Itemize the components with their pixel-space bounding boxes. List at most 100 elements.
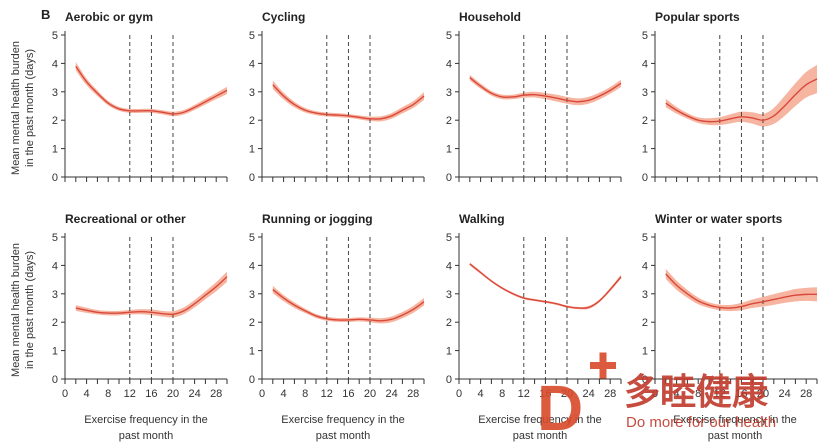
panel-title: Popular sports	[655, 10, 740, 24]
series-line	[272, 288, 425, 322]
x-tick-label: 8	[302, 388, 308, 400]
y-tick-label: 4	[446, 58, 452, 70]
x-tick-label: 12	[124, 388, 136, 400]
y-axis-label-top: Mean mental health burden in the past mo…	[10, 41, 36, 175]
x-axis-label-4: Exercise frequency in the past month	[673, 414, 797, 442]
y-tick-label: 5	[249, 232, 255, 244]
x-tick-label: 0	[62, 388, 68, 400]
x-tick-label: 4	[478, 388, 484, 400]
y-tick-label: 1	[52, 144, 58, 156]
y-tick-label: 3	[52, 87, 58, 99]
y-tick-label: 2	[642, 115, 648, 127]
x-tick-label: 20	[364, 388, 376, 400]
chart-panel: Aerobic or gym 0 1 2 3 4 5	[52, 10, 228, 184]
y-tick-label: 3	[446, 87, 452, 99]
x-tick-label: 16	[145, 388, 157, 400]
x-tick-label: 28	[210, 388, 222, 400]
x-axis-label-3: Exercise frequency in the past month	[478, 414, 602, 442]
confidence-band	[75, 271, 227, 318]
x-tick-label: 4	[674, 388, 680, 400]
watermark: D 多睦健康 Do more for our health	[537, 352, 776, 444]
y-tick-label: 5	[642, 232, 648, 244]
x-tick-label: 4	[84, 388, 90, 400]
x-tick-label: 20	[561, 388, 573, 400]
watermark-logo-letter: D	[537, 372, 583, 444]
y-tick-label: 5	[52, 30, 58, 42]
x-tick-label: 16	[342, 388, 354, 400]
x-tick-label: 28	[800, 388, 812, 400]
series-line	[665, 273, 818, 309]
x-tick-label: 24	[385, 388, 397, 400]
panel-title: Winter or water sports	[655, 212, 783, 226]
y-tick-label: 5	[446, 30, 452, 42]
confidence-band	[665, 268, 817, 312]
y-tick-label: 5	[249, 30, 255, 42]
y-tick-label: 1	[52, 346, 58, 358]
y-tick-label: 4	[52, 260, 58, 272]
x-axis-label-line2: past month	[119, 430, 173, 442]
x-axis-label-line2: past month	[316, 430, 370, 442]
x-tick-label: 24	[778, 388, 790, 400]
y-tick-label: 0	[642, 374, 648, 386]
y-tick-label: 2	[52, 317, 58, 329]
series-line	[665, 78, 818, 123]
y-tick-label: 4	[52, 58, 58, 70]
panel-title: Household	[459, 10, 521, 24]
x-axis-label-1: Exercise frequency in the past month	[84, 414, 208, 442]
y-tick-label: 1	[446, 346, 452, 358]
y-tick-label: 5	[446, 232, 452, 244]
y-axis-label-line1: Mean mental health burden	[10, 41, 22, 175]
y-tick-label: 2	[249, 317, 255, 329]
x-axis-label-line1: Exercise frequency in the	[84, 414, 208, 426]
y-tick-label: 2	[446, 317, 452, 329]
x-axis-label-line2: past month	[513, 430, 567, 442]
x-tick-label: 12	[321, 388, 333, 400]
series-line	[272, 84, 425, 120]
panel-title: Aerobic or gym	[65, 10, 153, 24]
y-tick-label: 0	[446, 374, 452, 386]
y-tick-label: 2	[249, 115, 255, 127]
panel-title: Running or jogging	[262, 212, 373, 226]
y-axis-label-bottom: Mean mental health burden in the past mo…	[10, 243, 36, 377]
y-tick-label: 0	[52, 374, 58, 386]
y-tick-label: 5	[642, 30, 648, 42]
y-tick-label: 2	[642, 317, 648, 329]
panel-title: Cycling	[262, 10, 305, 24]
y-tick-label: 2	[52, 115, 58, 127]
y-axis-label-line1: Mean mental health burden	[10, 243, 22, 377]
chart-panel: Household 0 1 2 3 4 5	[446, 10, 622, 184]
y-tick-label: 0	[249, 172, 255, 184]
y-tick-label: 3	[249, 87, 255, 99]
chart-panel: Cycling 0 1 2 3 4 5	[249, 10, 425, 184]
plus-icon	[590, 352, 616, 379]
x-axis-label-line2: past month	[708, 430, 762, 442]
y-tick-label: 0	[52, 172, 58, 184]
x-tick-label: 8	[105, 388, 111, 400]
y-tick-label: 1	[642, 144, 648, 156]
x-axis-label-line1: Exercise frequency in the	[281, 414, 405, 426]
x-tick-label: 28	[604, 388, 616, 400]
y-tick-label: 3	[52, 289, 58, 301]
x-tick-label: 20	[757, 388, 769, 400]
x-tick-label: 8	[695, 388, 701, 400]
y-tick-label: 2	[446, 115, 452, 127]
x-tick-label: 28	[407, 388, 419, 400]
y-tick-label: 3	[446, 289, 452, 301]
x-tick-label: 0	[652, 388, 658, 400]
series-line	[469, 77, 622, 103]
y-tick-label: 4	[249, 58, 255, 70]
series-line	[75, 65, 228, 115]
panel-title: Walking	[459, 212, 505, 226]
x-tick-label: 4	[281, 388, 287, 400]
x-tick-label: 24	[582, 388, 594, 400]
y-tick-label: 1	[446, 144, 452, 156]
x-tick-label: 8	[499, 388, 505, 400]
y-tick-label: 1	[249, 144, 255, 156]
y-tick-label: 3	[642, 87, 648, 99]
y-tick-label: 0	[642, 172, 648, 184]
x-axis-label-2: Exercise frequency in the past month	[281, 414, 405, 442]
